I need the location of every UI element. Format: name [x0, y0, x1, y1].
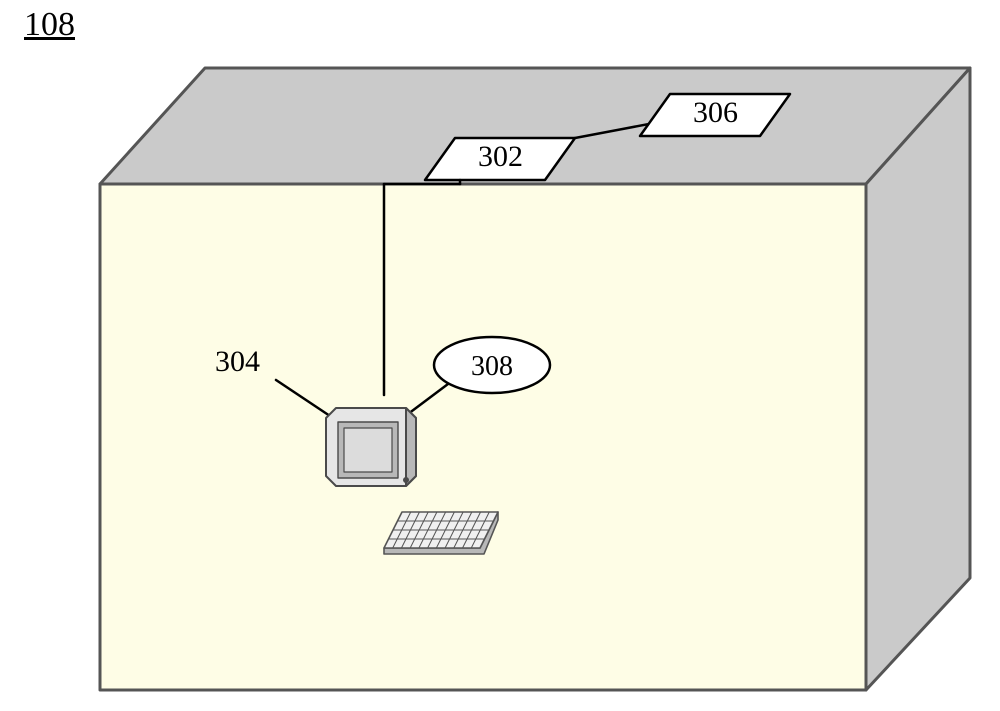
roof-panel-302-label: 302 [478, 140, 523, 173]
figure-canvas: 108 302306304308 [0, 0, 1000, 711]
callout-304-label: 304 [215, 345, 260, 378]
keyboard-icon [384, 512, 498, 554]
roof-panel-306-label: 306 [693, 96, 738, 129]
callout-308-label: 308 [471, 351, 513, 382]
diagram-svg: 302 306 304 308 [0, 0, 1000, 711]
monitor-icon [326, 408, 416, 486]
